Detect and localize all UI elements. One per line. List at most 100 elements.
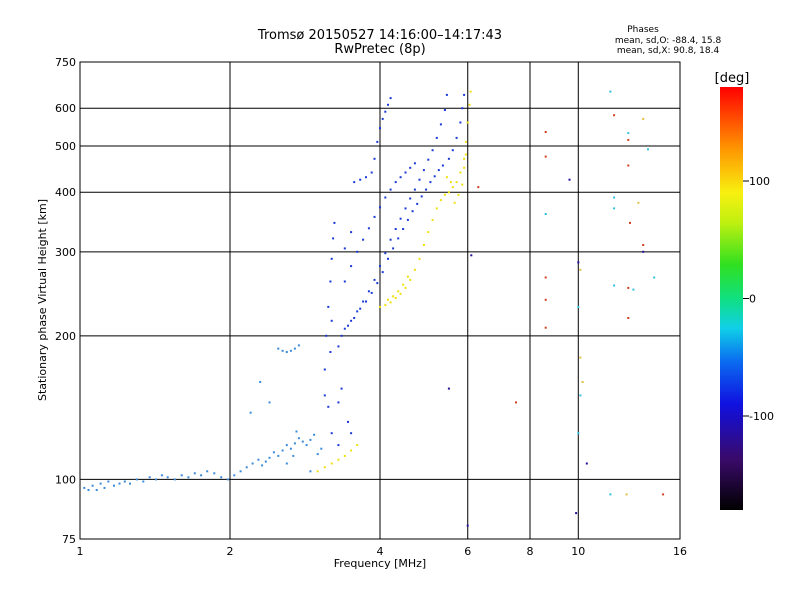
data-point <box>91 484 94 487</box>
data-point <box>575 512 578 515</box>
data-point <box>431 149 434 152</box>
data-point <box>173 478 176 481</box>
data-point <box>387 257 389 260</box>
data-point <box>277 347 280 350</box>
data-point <box>455 181 458 184</box>
data-point <box>340 334 343 337</box>
data-point <box>577 432 580 435</box>
x-tick-label: 6 <box>464 545 471 558</box>
data-point <box>99 482 102 485</box>
data-point <box>404 286 407 289</box>
data-point <box>647 148 649 151</box>
data-point <box>135 478 138 481</box>
data-point <box>433 175 436 178</box>
data-point <box>397 290 400 293</box>
data-point <box>451 186 454 189</box>
data-point <box>285 351 288 353</box>
data-point <box>447 157 450 160</box>
data-point <box>389 188 392 191</box>
data-point <box>330 257 333 260</box>
data-point <box>340 387 343 390</box>
stats-heading: Phases <box>627 25 659 35</box>
data-point <box>609 90 612 93</box>
data-point <box>470 254 473 257</box>
data-point <box>107 480 110 483</box>
data-point <box>113 484 115 487</box>
data-point <box>187 476 190 479</box>
data-point <box>220 476 223 479</box>
data-point <box>653 276 656 279</box>
data-point <box>289 447 292 450</box>
data-point <box>142 480 145 483</box>
y-tick-label: 200 <box>55 330 76 343</box>
data-point <box>439 199 442 202</box>
data-point <box>394 181 397 184</box>
data-point <box>356 250 359 253</box>
data-point <box>445 176 448 179</box>
x-tick-label: 2 <box>227 545 234 558</box>
data-point <box>353 181 356 184</box>
data-point <box>251 462 254 465</box>
data-point <box>429 181 432 184</box>
data-point <box>447 387 450 390</box>
data-point <box>323 368 326 371</box>
data-point <box>379 206 381 209</box>
data-point <box>627 132 630 135</box>
data-point <box>359 178 362 181</box>
data-point <box>350 449 353 452</box>
y-tick-label: 600 <box>55 102 76 115</box>
data-point <box>309 438 312 441</box>
data-point <box>330 462 333 465</box>
data-point <box>359 307 362 310</box>
data-point <box>384 252 387 255</box>
data-point <box>435 136 438 139</box>
data-point <box>347 324 349 327</box>
data-point <box>399 292 402 295</box>
data-point <box>379 265 381 268</box>
data-point <box>333 221 336 224</box>
scatter-points <box>83 90 665 527</box>
data-point <box>87 489 90 491</box>
data-point <box>277 454 280 457</box>
data-point <box>404 207 407 210</box>
data-point <box>632 288 635 291</box>
data-point <box>245 466 248 469</box>
data-point <box>425 188 428 191</box>
data-point <box>422 169 425 172</box>
x-tick-label: 4 <box>377 545 384 558</box>
data-point <box>337 444 340 447</box>
data-point <box>206 470 209 473</box>
data-point <box>264 460 267 463</box>
plot-frame <box>79 61 681 540</box>
data-point <box>642 250 645 253</box>
colorbar-label: [deg] <box>715 71 750 86</box>
x-tick-label: 8 <box>527 545 534 558</box>
data-point <box>337 458 340 461</box>
data-point <box>381 271 384 274</box>
data-point <box>613 207 616 210</box>
data-point <box>268 456 271 459</box>
data-point <box>305 444 308 447</box>
data-point <box>330 432 333 435</box>
data-point <box>329 351 332 353</box>
data-point <box>381 117 384 120</box>
data-point <box>627 317 630 319</box>
data-point <box>453 201 456 204</box>
data-point <box>466 524 469 527</box>
data-point <box>213 472 216 475</box>
data-point <box>285 462 288 465</box>
data-point <box>373 157 376 160</box>
data-point <box>180 474 183 477</box>
data-point <box>409 197 412 200</box>
data-point <box>160 474 163 477</box>
data-point <box>362 300 365 303</box>
data-point <box>320 447 323 450</box>
y-tick-label: 75 <box>62 533 76 546</box>
data-point <box>435 207 438 210</box>
data-point <box>257 458 260 461</box>
data-point <box>463 166 466 169</box>
data-point <box>662 493 665 496</box>
data-point <box>411 210 414 213</box>
data-point <box>387 298 389 301</box>
colorbar-tick-label: 100 <box>749 175 770 188</box>
